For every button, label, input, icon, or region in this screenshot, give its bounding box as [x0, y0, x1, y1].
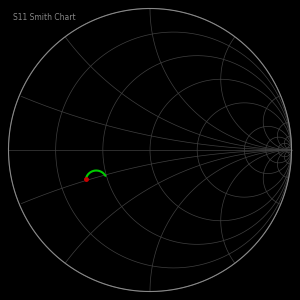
Text: S11 Smith Chart: S11 Smith Chart [13, 13, 75, 22]
